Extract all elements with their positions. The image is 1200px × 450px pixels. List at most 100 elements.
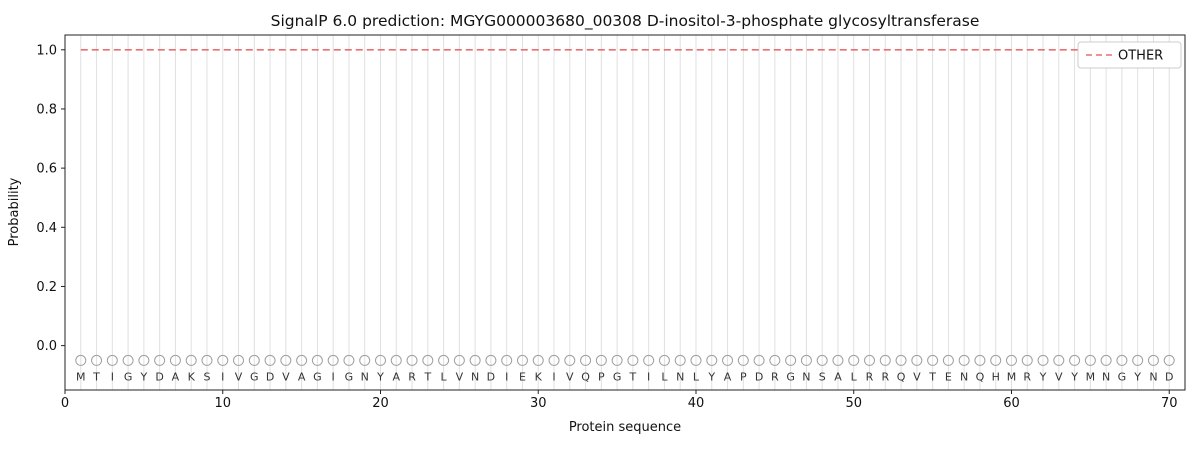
residue-letter: G — [1118, 370, 1127, 383]
residue-marker — [785, 354, 797, 366]
x-tick-label: 70 — [1161, 396, 1178, 411]
residue-letter: I — [111, 370, 114, 383]
residue-letter: G — [250, 370, 259, 383]
residue-marker — [1084, 354, 1096, 366]
residue-letter: I — [505, 370, 508, 383]
residue-letter: E — [519, 370, 526, 383]
residue-marker — [800, 354, 812, 366]
residue-letter: R — [771, 370, 779, 383]
residue-marker — [453, 354, 465, 366]
residue-letter: Q — [897, 370, 906, 383]
residue-marker — [564, 354, 576, 366]
residue-letter: V — [235, 370, 243, 383]
residue-letter: P — [598, 370, 605, 383]
residue-marker — [580, 354, 592, 366]
residue-letter: D — [155, 370, 163, 383]
residue-marker — [154, 354, 166, 366]
residue-letter: N — [361, 370, 369, 383]
residue-letter: A — [298, 370, 306, 383]
residue-letter: E — [945, 370, 952, 383]
residue-letter: G — [313, 370, 322, 383]
residue-marker — [532, 354, 544, 366]
residue-marker — [374, 354, 386, 366]
residue-letter: T — [423, 370, 431, 383]
residue-marker — [248, 354, 260, 366]
residue-marker — [438, 354, 450, 366]
residue-letter: T — [928, 370, 936, 383]
y-tick-label: 0.6 — [36, 162, 57, 177]
plot-border — [64, 34, 1186, 391]
residue-marker — [1132, 354, 1144, 366]
residue-marker — [1069, 354, 1081, 366]
residue-letter: N — [471, 370, 479, 383]
residue-marker — [548, 354, 560, 366]
residue-marker — [643, 354, 655, 366]
residue-marker — [627, 354, 639, 366]
residue-marker — [706, 354, 718, 366]
residue-letter: R — [881, 370, 889, 383]
residue-letter: Y — [1133, 370, 1141, 383]
residue-letter: R — [866, 370, 874, 383]
residue-letter: G — [345, 370, 354, 383]
residue-marker — [485, 354, 497, 366]
residue-letter: S — [819, 370, 826, 383]
residue-letter: V — [1055, 370, 1063, 383]
residue-letter: D — [266, 370, 274, 383]
residue-marker — [769, 354, 781, 366]
residue-marker — [595, 354, 607, 366]
residue-marker — [217, 354, 229, 366]
residue-letter: N — [1102, 370, 1110, 383]
residue-letter: L — [441, 370, 448, 383]
residue-letter: R — [1023, 370, 1031, 383]
residue-marker — [169, 354, 181, 366]
x-tick-label: 30 — [530, 396, 547, 411]
x-tick-label: 40 — [688, 396, 705, 411]
residue-letter: I — [221, 370, 224, 383]
residue-marker — [343, 354, 355, 366]
residue-letter: H — [992, 370, 1000, 383]
residue-marker — [958, 354, 970, 366]
residue-letter: N — [802, 370, 810, 383]
residue-marker — [911, 354, 923, 366]
residue-marker — [753, 354, 765, 366]
legend-box — [1077, 41, 1182, 69]
residue-marker — [611, 354, 623, 366]
residue-marker — [138, 354, 150, 366]
residue-letter: V — [566, 370, 574, 383]
residue-letter: Y — [1039, 370, 1047, 383]
residue-marker — [327, 354, 339, 366]
residue-letter: A — [834, 370, 842, 383]
residue-letter: Y — [707, 370, 715, 383]
residue-marker — [390, 354, 402, 366]
residue-letter: S — [203, 370, 210, 383]
residue-letter: I — [552, 370, 555, 383]
residue-marker — [106, 354, 118, 366]
residue-marker — [895, 354, 907, 366]
residue-marker — [501, 354, 513, 366]
residue-marker — [280, 354, 292, 366]
residue-letter: A — [393, 370, 401, 383]
y-tick-label: 1.0 — [36, 43, 57, 58]
residue-letter: V — [282, 370, 290, 383]
residue-marker — [185, 354, 197, 366]
x-axis-label: Protein sequence — [569, 420, 681, 435]
legend: OTHER — [1077, 41, 1182, 69]
residue-marker — [1100, 354, 1112, 366]
residue-marker — [674, 354, 686, 366]
residue-letter: L — [693, 370, 700, 383]
residue-letter: M — [1007, 370, 1017, 383]
residue-marker — [1005, 354, 1017, 366]
residue-letter: I — [647, 370, 650, 383]
residue-marker — [233, 354, 245, 366]
residue-marker — [1147, 354, 1159, 366]
residue-marker — [1037, 354, 1049, 366]
residue-marker — [469, 354, 481, 366]
residue-marker — [990, 354, 1002, 366]
residue-marker — [832, 354, 844, 366]
residue-marker — [1053, 354, 1065, 366]
residue-marker — [658, 354, 670, 366]
residue-marker — [879, 354, 891, 366]
residue-letter: A — [724, 370, 732, 383]
